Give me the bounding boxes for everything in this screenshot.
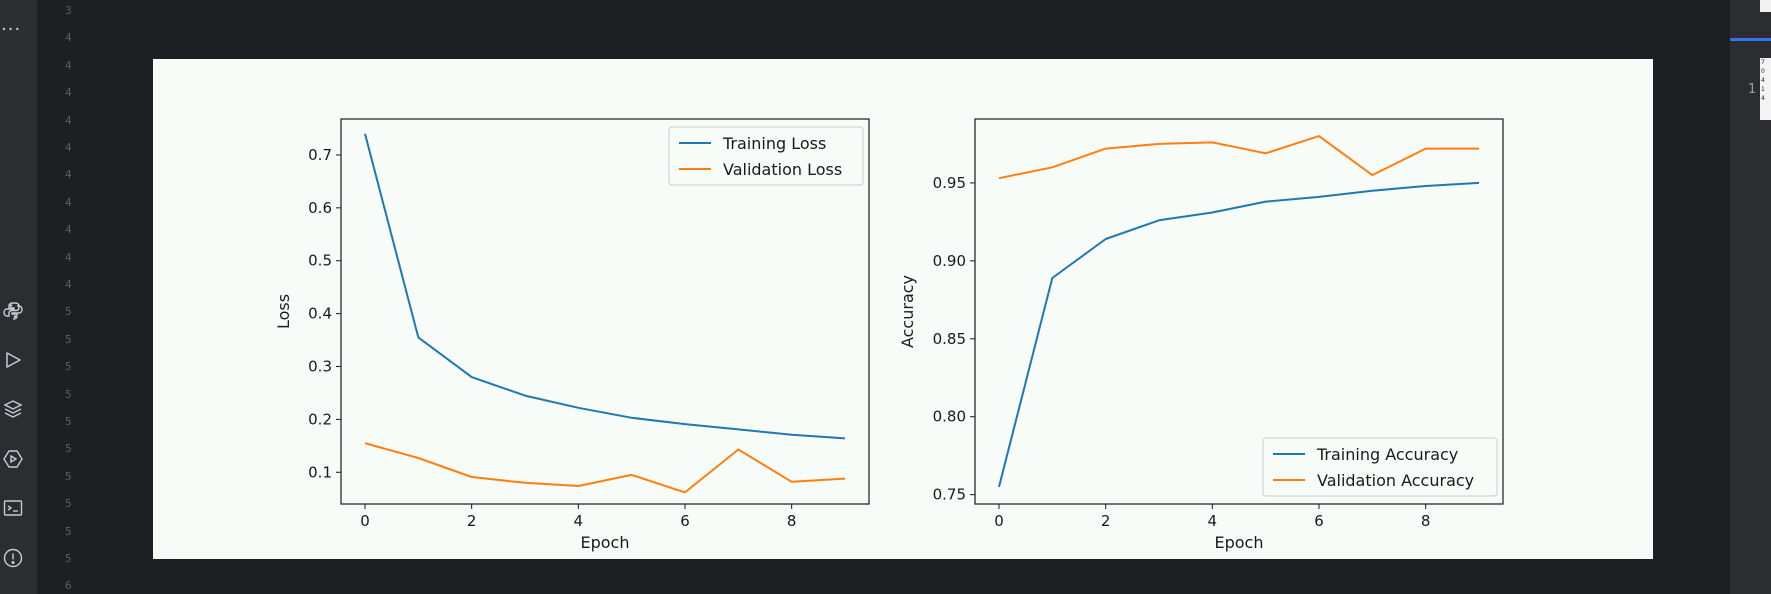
line-number: 4 [65,168,72,182]
chart1-series-line-1 [364,133,846,440]
line-number: 5 [65,305,72,319]
chart2-axes-frame [974,118,1504,505]
activity-bar: ... [0,0,37,594]
chart1-x-tick-label: 6 [680,512,690,530]
line-number: 4 [65,278,72,291]
chart2-y-axis-label: Accuracy [898,275,917,348]
chart2-legend-label-1: Training Accuracy [1316,445,1458,464]
chart1-x-tick-label: 8 [787,512,797,530]
line-number: 4 [65,141,72,154]
minimap-thumbnail-line: 1 [1761,86,1765,93]
chart1-y-tick-label: 0.7 [308,146,332,164]
line-number: 5 [65,442,72,456]
chart1-y-axis-label: Loss [274,294,293,329]
chart1-series-line-2 [364,442,846,494]
line-number-gutter: 3 4 4 4 4 4 4 4 4 4 4 5 5 5 5 5 5 5 5 5 5 6 [37,0,77,594]
chart1-x-tick-label: 4 [574,512,584,530]
line-number: 5 [65,332,72,346]
chart1-y-tick-label: 0.1 [308,463,332,481]
chart2-x-tick-label: 2 [1101,512,1111,530]
minimap-thumbnail-line: 0 [1761,68,1765,75]
chart1-legend-box [668,126,864,186]
chart2-x-axis-label: Epoch [1215,533,1264,552]
minimap-thumbnail-line: 7 [1761,59,1765,66]
line-number: 4 [65,223,72,237]
chart1-y-tick-label: 0.5 [308,252,332,270]
minimap-thumbnail-line: 4 [1761,77,1765,84]
layers-icon[interactable] [2,398,24,420]
minimap-line-number: 1 [1748,82,1757,97]
chart1-y-tick-label: 0.3 [308,358,332,376]
line-number: 5 [65,469,72,483]
chart1-y-tick-label: 0.6 [308,199,332,217]
chart2-y-tick-label: 0.95 [933,174,966,192]
minimap-top-marker [1760,0,1771,12]
chart1-legend-label-2: Validation Loss [723,160,842,179]
minimap-thumbnail[interactable]: 7 0 4 1 4 [1760,58,1771,120]
chart2-legend-label-2: Validation Accuracy [1317,471,1474,490]
chart1-x-tick-label: 2 [467,512,477,530]
chart2-y-tick-label: 0.80 [933,408,966,426]
line-number: 5 [65,387,72,401]
chart1-axes-frame [340,118,870,505]
debug-icon[interactable] [2,448,24,470]
chart1-x-axis-label: Epoch [581,533,630,552]
python-icon[interactable] [2,300,24,322]
line-number: 5 [65,360,72,374]
line-number: 4 [65,58,72,72]
chart2-series-line-1 [998,181,1480,488]
chart1-x-tick-label: 0 [360,512,370,530]
line-number: 3 [65,4,72,17]
line-number: 5 [65,415,72,428]
line-number: 5 [65,552,72,565]
chart1-y-tick-label: 0.4 [308,305,332,323]
chart1-legend-label-1: Training Loss [722,134,826,153]
terminal-icon[interactable] [2,497,24,519]
line-number: 4 [65,113,72,127]
chart2-y-tick-label: 0.90 [933,252,966,270]
line-number: 4 [65,31,72,45]
chart2-x-tick-label: 6 [1314,512,1324,530]
line-number: 4 [65,195,72,209]
active-indicator [1730,38,1771,41]
chart2-x-tick-label: 4 [1208,512,1218,530]
chart2-y-tick-label: 0.75 [933,486,966,504]
line-number: 6 [65,579,72,593]
figure-canvas: 0 2 4 6 8 0.1 0.2 0.3 0.4 0.5 0.6 0.7 Epoch Loss Train… [274,118,1504,552]
more-actions-icon[interactable]: ... [1,14,22,35]
line-number: 5 [65,497,72,511]
chart2-series-line-2 [998,135,1479,180]
cell-output-plot: 0 2 4 6 8 0.1 0.2 0.3 0.4 0.5 0.6 0.7 Epoch Loss Train… [153,59,1653,559]
minimap-thumbnail-line: 4 [1761,95,1765,102]
chart2-legend-box [1262,437,1498,497]
alert-icon[interactable] [2,547,24,569]
run-icon[interactable] [2,349,24,371]
line-number: 4 [65,86,72,100]
line-number: 4 [65,250,72,264]
chart2-y-tick-label: 0.85 [933,330,966,348]
chart1-y-tick-label: 0.2 [308,410,332,428]
chart2-x-tick-label: 8 [1421,512,1431,530]
chart2-x-tick-label: 0 [994,512,1004,530]
line-number: 5 [65,524,72,538]
